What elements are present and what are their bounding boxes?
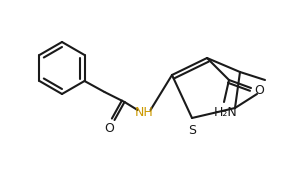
Text: S: S	[188, 124, 196, 137]
Text: O: O	[254, 83, 264, 96]
Text: NH: NH	[135, 106, 154, 119]
Text: H₂N: H₂N	[214, 106, 238, 119]
Text: O: O	[105, 122, 115, 135]
